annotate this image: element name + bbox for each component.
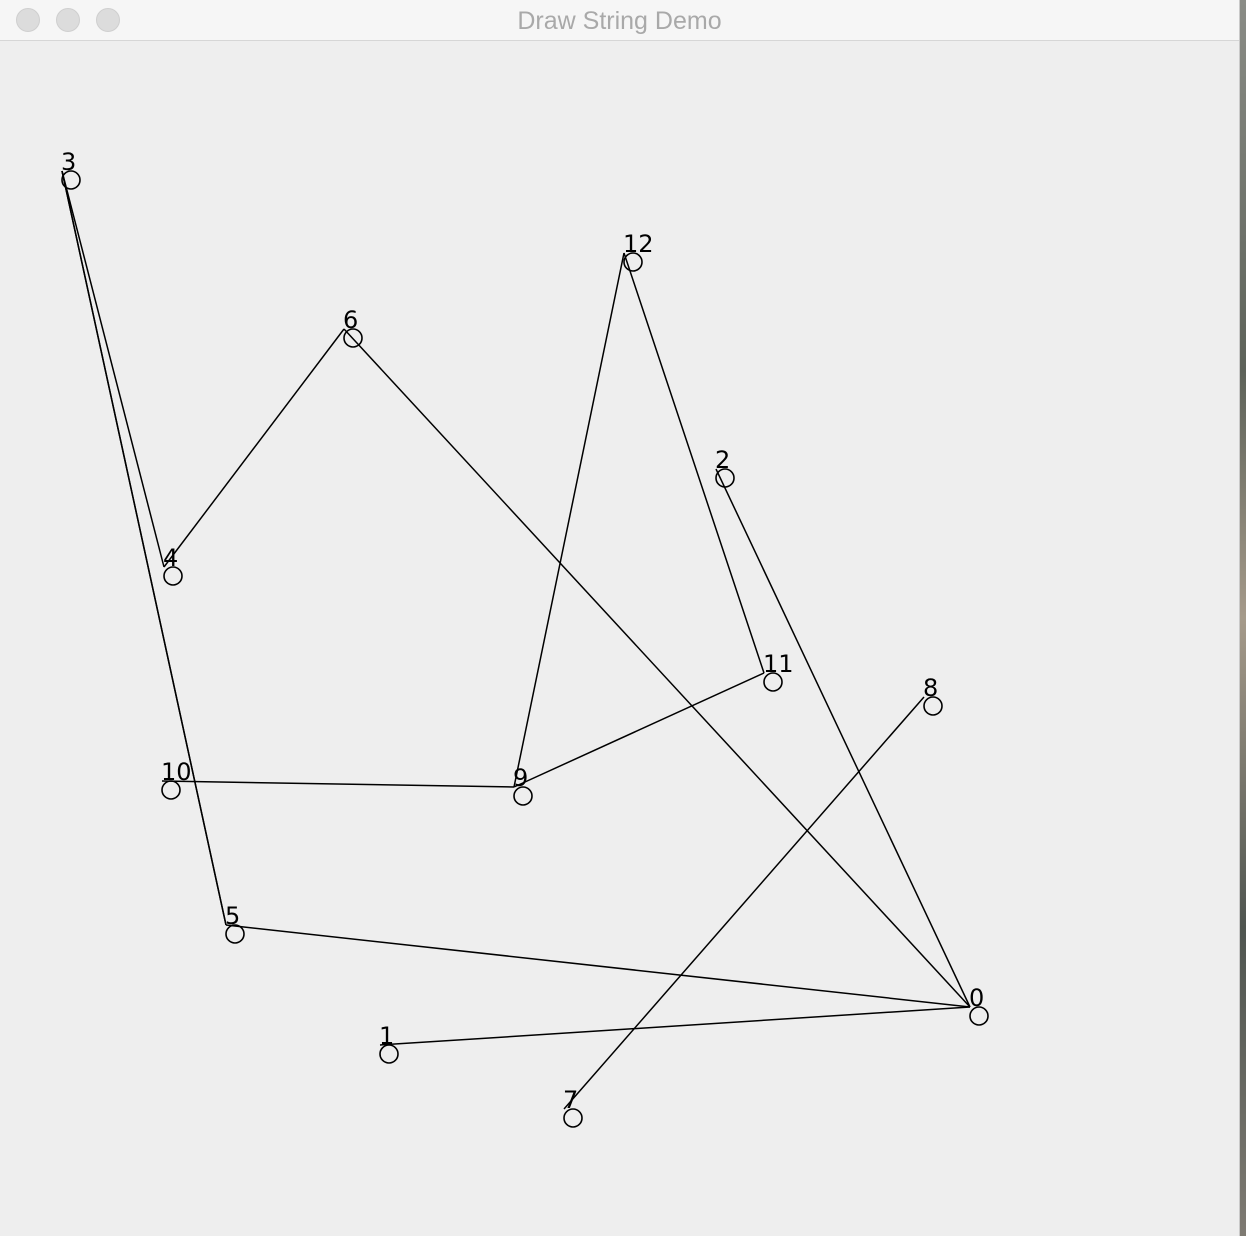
point-marker-4 — [163, 566, 183, 586]
minimize-button[interactable] — [56, 8, 80, 32]
point-marker-7 — [563, 1108, 583, 1128]
connector-line-1-4-6 — [163, 328, 345, 568]
point-label-8: 8 — [923, 674, 938, 702]
point-label-2: 2 — [715, 446, 730, 474]
point-label-1: 1 — [379, 1022, 394, 1050]
connector-line-1-0-2 — [715, 468, 971, 1008]
title-bar[interactable]: Draw String Demo — [0, 0, 1239, 41]
point-label-11: 11 — [763, 650, 794, 678]
point-label-5: 5 — [225, 902, 240, 930]
connector-line-1-1-0 — [379, 1006, 971, 1046]
point-label-10: 10 — [161, 758, 192, 786]
point-marker-9 — [513, 786, 533, 806]
desktop-backdrop — [1238, 0, 1246, 1236]
point-label-3: 3 — [61, 148, 76, 176]
connector-line-3-3-5 — [61, 170, 227, 926]
drawing-canvas[interactable]: 0 1 2 3 4 5 6 7 8 9 10 11 12 — [0, 41, 1239, 1236]
point-marker-6 — [343, 328, 363, 348]
connector-line-1-6-0 — [343, 328, 971, 1008]
point-label-0: 0 — [969, 984, 984, 1012]
zoom-button[interactable] — [96, 8, 120, 32]
point-marker-3 — [61, 170, 81, 190]
point-marker-8 — [923, 696, 943, 716]
point-label-6: 6 — [343, 306, 358, 334]
point-marker-2 — [715, 468, 735, 488]
point-marker-1 — [379, 1044, 399, 1064]
point-label-7: 7 — [563, 1086, 578, 1114]
connector-line-4-11-9 — [513, 672, 765, 788]
point-label-4: 4 — [163, 544, 178, 572]
point-marker-5 — [225, 924, 245, 944]
connector-line-4-9-12 — [513, 252, 625, 788]
connector-line-1-3-4 — [61, 170, 165, 568]
connector-line-1-0-5 — [225, 924, 971, 1008]
point-label-9: 9 — [513, 764, 528, 792]
connector-line-4-10-9 — [161, 780, 515, 788]
point-label-12: 12 — [623, 230, 654, 258]
connector-line-4-12-11 — [623, 252, 765, 674]
point-marker-12 — [623, 252, 643, 272]
point-marker-10 — [161, 780, 181, 800]
window-title: Draw String Demo — [517, 7, 722, 35]
point-marker-11 — [763, 672, 783, 692]
connector-line-2-7-8 — [563, 696, 925, 1110]
close-button[interactable] — [16, 8, 40, 32]
point-marker-0 — [969, 1006, 989, 1026]
